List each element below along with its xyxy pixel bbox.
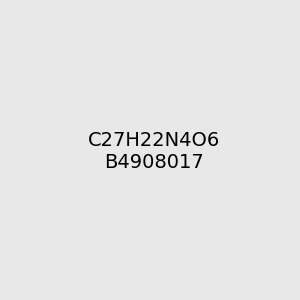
Text: C27H22N4O6
B4908017: C27H22N4O6 B4908017: [88, 131, 220, 172]
